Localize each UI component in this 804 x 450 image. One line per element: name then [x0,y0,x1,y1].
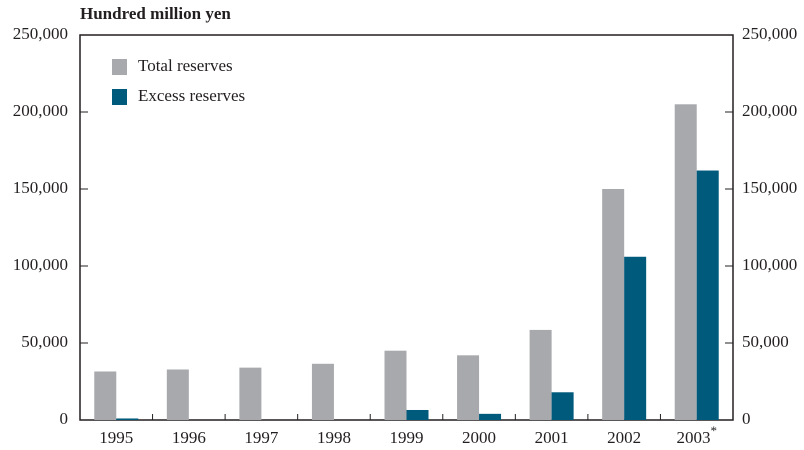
y2-tick-label: 100,000 [742,255,797,274]
bar [674,104,697,421]
x-tick-label-text: 2003 [676,428,710,447]
bar [602,189,625,420]
x-tick-label-text: 1995 [99,428,133,447]
y-tick-label: 150,000 [13,178,68,197]
y2-tick-label: 150,000 [742,178,797,197]
bar [457,355,480,420]
y2-tick-label: 50,000 [742,332,789,351]
legend-label: Total reserves [138,56,233,75]
bar [479,413,502,420]
x-tick-label-text: 1999 [390,428,424,447]
legend-label: Excess reserves [138,86,245,105]
bar [551,392,574,420]
x-tick-label-text: 1998 [317,428,351,447]
bar [311,363,334,420]
x-tick-label-text: 1997 [244,428,279,447]
legend-swatch [112,89,127,105]
x-tick-label: 1996 [172,428,206,447]
x-tick-label: 1999 [390,428,424,447]
y-tick-label: 250,000 [13,24,68,43]
y-axis-label: Hundred million yen [80,4,231,23]
x-tick-label-text: 2002 [607,428,641,447]
bar [696,170,719,420]
bar [384,350,407,420]
x-tick-label: 1997 [244,428,279,447]
x-tick-label: 2001 [535,428,569,447]
x-tick-label-text: 2000 [462,428,496,447]
x-tick-label: 2003* [676,423,717,447]
y-tick-label: 200,000 [13,101,68,120]
bar [239,367,262,420]
bar [624,256,647,420]
bar [116,418,139,420]
bar [529,329,552,420]
x-tick-label-text: 2001 [535,428,569,447]
y-tick-label: 0 [60,409,69,428]
bar [166,369,189,420]
bar [406,409,429,420]
y2-tick-label: 250,000 [742,24,797,43]
y2-tick-label: 200,000 [742,101,797,120]
y2-tick-label: 0 [742,409,751,428]
x-tick-label: 1998 [317,428,351,447]
legend-swatch [112,59,127,75]
footnote-mark: * [710,423,717,438]
x-tick-label: 2000 [462,428,496,447]
x-tick-label: 1995 [99,428,133,447]
bar [94,371,117,420]
x-tick-label: 2002 [607,428,641,447]
y-tick-label: 100,000 [13,255,68,274]
x-tick-label-text: 1996 [172,428,206,447]
y-tick-label: 50,000 [21,332,68,351]
